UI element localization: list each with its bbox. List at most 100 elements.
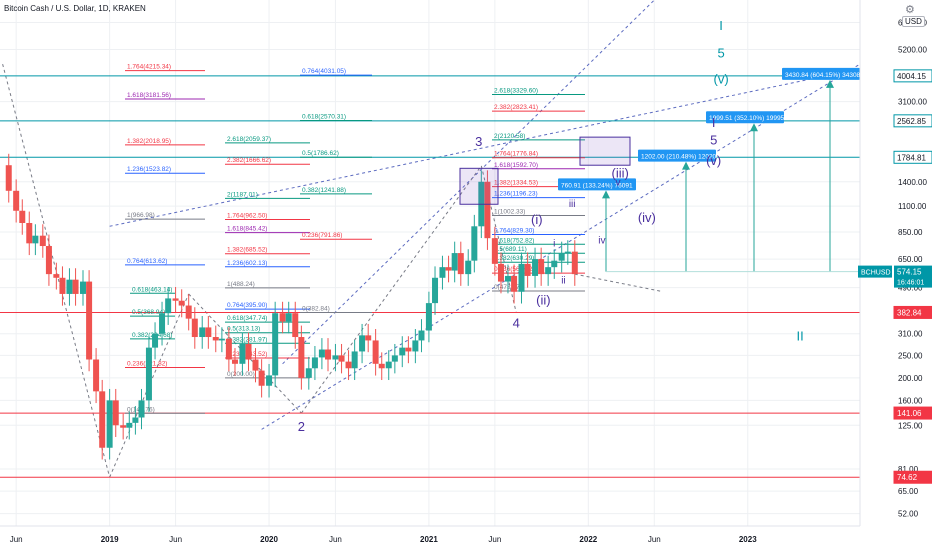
- candle-body: [484, 181, 491, 239]
- fib-left-label: 1.382(2018.95): [127, 138, 171, 145]
- candle-body: [272, 313, 279, 376]
- wave-label: (v): [714, 71, 729, 86]
- y-tick-label: 5200.00: [898, 46, 927, 55]
- y-tick-label: 65.00: [898, 487, 919, 496]
- wave-label: (iv): [638, 210, 656, 225]
- fib-ext-label: 2(2120.58): [494, 133, 525, 140]
- target-arrowhead: [750, 123, 758, 132]
- candle-body: [279, 313, 286, 322]
- candle-body: [86, 281, 93, 360]
- candle-body: [457, 253, 464, 275]
- wave-label: 5: [717, 46, 724, 61]
- candle-body: [332, 355, 339, 360]
- candle-body: [165, 298, 172, 314]
- target-label: 1202.00 (210.48%) 120200: [641, 154, 720, 161]
- y-tick-label: 1400.00: [898, 178, 927, 187]
- wave-label: (v): [706, 153, 721, 168]
- candle-body: [199, 327, 206, 338]
- candle-body: [19, 210, 26, 223]
- fib-ext-label: 1.764(1776.84): [494, 151, 538, 158]
- candle-body: [305, 368, 312, 378]
- candle-body: [497, 263, 504, 282]
- candle-body: [5, 165, 12, 191]
- fib-mid-label: 1.618(845.42): [227, 226, 267, 233]
- zigzag-1: [2, 63, 111, 478]
- target-arrowhead: [682, 161, 690, 170]
- candle-body: [524, 263, 531, 276]
- fib-mid-label: 2.382(1666.62): [227, 157, 271, 164]
- level-price-tag: [893, 406, 932, 420]
- wave-label: 5: [710, 132, 717, 147]
- level-price-tag: [893, 470, 932, 484]
- fib-mid-label: 2.618(2059.37): [227, 136, 271, 143]
- fib-mid-label: 1(488.24): [227, 281, 255, 288]
- candle-body: [32, 235, 39, 244]
- fib-ext-label: 2.382(2823.41): [494, 104, 538, 111]
- candle-body: [79, 281, 86, 294]
- y-tick-label: 160.00: [898, 396, 923, 405]
- level-price-label: 4004.15: [897, 72, 926, 81]
- fib-mid-label: 1.382(685.52): [227, 247, 267, 254]
- fib-2021-label: 0(382.84): [302, 305, 330, 312]
- candle-body: [571, 251, 578, 275]
- level-price-tag: [893, 69, 932, 83]
- level-price-tag: [893, 114, 932, 128]
- candle-body: [432, 277, 439, 304]
- target-arrowhead: [826, 79, 834, 88]
- target-label: 3430.84 (604.15%) 343084: [785, 72, 864, 79]
- fib-2021-label: 0.382(1241.88): [302, 187, 346, 194]
- level-price-tag: [893, 150, 932, 164]
- currency-label[interactable]: USD: [902, 16, 925, 27]
- candle-body: [53, 274, 60, 278]
- candle-body: [172, 298, 179, 301]
- wave-label: (i): [531, 212, 543, 227]
- candle-body: [292, 313, 299, 338]
- candle-body: [93, 359, 100, 392]
- candle-body: [545, 267, 552, 275]
- fib-2019-label: 0.5(368.94): [132, 309, 165, 316]
- candle-body: [106, 400, 113, 448]
- symbol-tag: [858, 265, 892, 278]
- fib-mid-label: 0(200.00): [227, 371, 255, 378]
- last-price-label: 574.15: [897, 268, 922, 277]
- level-price-tag: [893, 305, 932, 319]
- fib-2021-label: 0.5(1786.62): [302, 150, 339, 157]
- wave-label: iv: [598, 235, 605, 246]
- fib-mid-label: 0.764(395.90): [227, 302, 267, 309]
- fib-ext-label: 1(1002.33): [494, 208, 525, 215]
- y-tick-label: 81.00: [898, 465, 919, 474]
- level-price-label: 74.62: [897, 473, 918, 482]
- candle-body: [178, 300, 185, 306]
- candle-body: [112, 400, 119, 426]
- candle-body: [145, 347, 152, 401]
- fib-2021-label: 0.236(791.86): [302, 232, 342, 239]
- settings-icon[interactable]: ⚙: [905, 4, 915, 16]
- wave-label: I: [712, 115, 716, 130]
- zigzag-4: [300, 165, 482, 414]
- level-price-label: 382.84: [897, 308, 922, 317]
- fib-ext-label: 0.618(752.82): [494, 237, 534, 244]
- candle-body: [13, 190, 20, 211]
- candle-body: [338, 355, 345, 362]
- candle-body: [425, 303, 432, 331]
- candle-body: [225, 338, 232, 360]
- y-tick-label: 200.00: [898, 374, 923, 383]
- fib-left-label: 1.236(1523.82): [127, 166, 171, 173]
- fib-left-label: 0.764(613.62): [127, 258, 167, 265]
- fib-left-label: 1.764(4215.34): [127, 64, 171, 71]
- fib-ext-label: 2.618(3329.60): [494, 87, 538, 94]
- x-tick-label: 2019: [101, 535, 119, 544]
- zone-box-iii: [459, 167, 499, 205]
- candle-body: [99, 391, 106, 448]
- wave-label: I: [719, 18, 723, 33]
- x-tick-label: 2021: [420, 535, 438, 544]
- candle-body: [532, 259, 539, 276]
- y-tick-label: 250.00: [898, 351, 923, 360]
- target-box: [558, 178, 636, 191]
- wave-label: ii: [561, 276, 565, 287]
- fib-ext-label: 1.236(1196.23): [494, 191, 538, 198]
- candle-body: [518, 263, 525, 292]
- candle-body: [218, 338, 225, 341]
